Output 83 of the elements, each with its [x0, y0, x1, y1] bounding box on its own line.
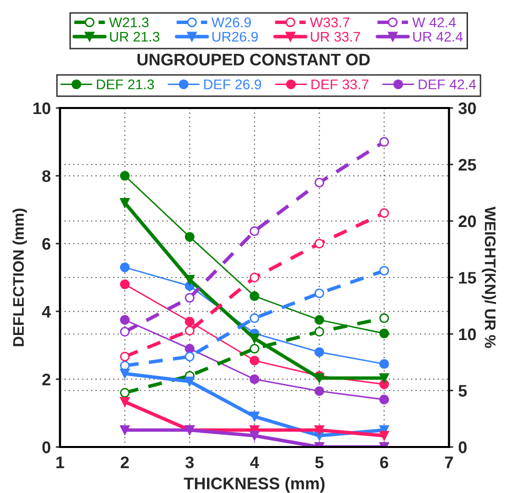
y2-tick-label: 25: [458, 158, 476, 171]
point: [120, 279, 130, 290]
y-tick-label: 10: [33, 102, 50, 114]
point: [120, 388, 130, 398]
legend-label: W 42.4: [412, 17, 456, 28]
y2-axis-title: WEIGHT(KN)/ UR %: [482, 206, 496, 348]
point: [120, 396, 130, 407]
point: [250, 412, 260, 422]
point: [250, 334, 260, 344]
legend-label: W33.7: [310, 17, 350, 28]
y-tick-label: 4: [42, 306, 51, 318]
point: [379, 313, 390, 324]
point: [184, 326, 195, 336]
point: [379, 328, 390, 338]
point: [250, 430, 260, 441]
legend-label: DEF 21.3: [96, 79, 154, 90]
point: [250, 356, 260, 366]
y2-tick-label: 10: [459, 328, 476, 340]
legend-label: DEF 26.9: [204, 79, 262, 90]
y2-tick-label: 30: [458, 102, 476, 114]
point: [314, 178, 324, 188]
y-tick-label: 0: [42, 441, 50, 454]
legend-label: UR26.9: [212, 32, 258, 42]
point: [314, 347, 324, 357]
x-axis-title: THICKNESS (mm): [184, 477, 325, 493]
x-tick-label: 2: [120, 456, 129, 468]
point: [250, 313, 260, 324]
point: [314, 386, 324, 396]
x-tick-label: 3: [185, 456, 194, 468]
legend-label: UR 33.7: [310, 32, 360, 42]
point: [314, 288, 324, 298]
legend-label: UR 42.4: [413, 32, 463, 42]
point: [184, 232, 195, 242]
point: [184, 274, 195, 285]
point: [314, 373, 324, 383]
point: [379, 373, 390, 383]
legend-label: DEF 33.7: [312, 79, 368, 90]
point: [250, 272, 260, 282]
legend-label: DEF 42.4: [418, 79, 476, 90]
point: [184, 344, 195, 354]
point: [120, 170, 130, 181]
y2-tick-label: 0: [458, 441, 467, 454]
y-tick-label: 2: [42, 374, 50, 386]
legend-label: UR 21.3: [110, 32, 160, 42]
point: [250, 374, 260, 384]
point: [314, 238, 324, 248]
point: [120, 425, 130, 435]
y2-tick-label: 20: [458, 215, 476, 228]
legend-label: W26.9: [211, 17, 251, 28]
point: [184, 316, 195, 326]
point: [314, 425, 324, 435]
x-tick-label: 5: [315, 456, 324, 468]
point: [184, 352, 195, 362]
point: [120, 352, 130, 362]
point: [120, 315, 130, 325]
legend-label: W21.3: [109, 17, 149, 28]
point: [184, 292, 195, 303]
point: [379, 137, 390, 147]
x-tick-label: 6: [380, 456, 388, 468]
point: [379, 394, 390, 404]
point: [314, 326, 324, 337]
point: [250, 344, 260, 354]
point: [379, 266, 390, 276]
point: [184, 376, 195, 386]
point: [250, 226, 260, 236]
y2-tick-label: 15: [459, 272, 476, 284]
point: [314, 315, 324, 325]
point: [120, 262, 130, 272]
point: [120, 198, 130, 208]
x-tick-label: 7: [445, 456, 453, 468]
point: [379, 208, 390, 218]
point: [379, 430, 390, 441]
y-tick-label: 8: [42, 170, 50, 182]
chart-title: UNGROUPED CONSTANT OD: [138, 54, 370, 66]
y2-tick-label: 5: [458, 385, 467, 397]
point: [250, 291, 260, 302]
point: [120, 326, 130, 337]
y-axis-title: DEFLECTION (mm): [12, 208, 27, 346]
point: [120, 368, 130, 378]
x-tick-label: 4: [250, 456, 260, 468]
point: [379, 359, 390, 369]
x-tick-label: 1: [56, 456, 64, 468]
y-tick-label: 6: [42, 238, 50, 250]
